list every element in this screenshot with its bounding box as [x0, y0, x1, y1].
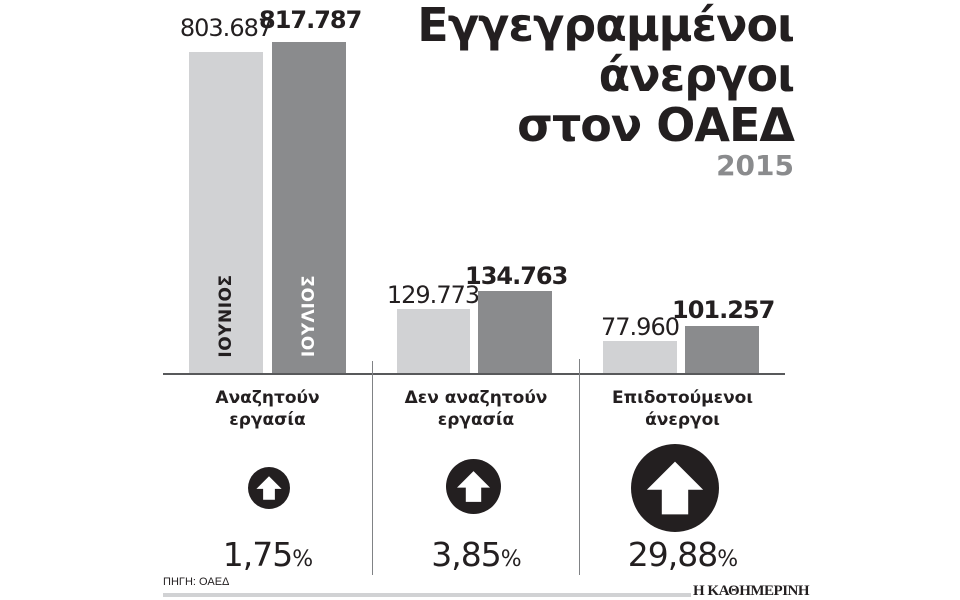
- bar-june-group3: [603, 341, 677, 374]
- chart-year: 2015: [716, 149, 794, 182]
- change-percent-group1: 1,75%: [163, 535, 372, 574]
- source-note: ΠΗΓΗ: ΟΑΕΔ: [163, 576, 230, 588]
- value-label-july-group2: 134.763: [465, 262, 568, 290]
- bar-july-group3: [685, 326, 759, 374]
- bar-july-group2: [478, 291, 552, 374]
- percent-sign: %: [500, 547, 522, 572]
- x-axis-baseline: [163, 373, 785, 375]
- category-label-line1: Δεν αναζητούν: [404, 388, 548, 408]
- up-arrow-icon-medium: [446, 459, 501, 514]
- category-label-line1: Αναζητούν: [215, 388, 320, 408]
- group-divider-2: [579, 359, 580, 575]
- percent-sign: %: [292, 547, 313, 572]
- chart-title-line2: άνεργοι: [598, 48, 795, 102]
- category-label-line2: άνεργοι: [645, 410, 720, 430]
- category-label-group1: Αναζητούν εργασία: [163, 387, 372, 431]
- up-arrow-icon-small: [248, 467, 290, 509]
- chart-title-line3: στον ΟΑΕΔ: [517, 98, 795, 152]
- value-label-june-group3: 77.960: [601, 313, 680, 341]
- category-label-line1: Επιδοτούμενοι: [612, 388, 753, 408]
- footer-rule: [163, 593, 691, 597]
- bar-june-group1: ΙΟΥΝΙΟΣ: [189, 52, 263, 374]
- value-label-july-group1: 817.787: [259, 6, 362, 34]
- category-label-line2: εργασία: [229, 410, 306, 430]
- change-value: 1,75: [222, 535, 293, 574]
- category-label-group2: Δεν αναζητούν εργασία: [373, 387, 579, 431]
- category-label-line2: εργασία: [437, 410, 515, 430]
- up-arrow-icon-large: [631, 444, 719, 532]
- value-label-june-group1: 803.687: [179, 14, 273, 42]
- percent-sign: %: [717, 547, 738, 572]
- value-label-june-group2: 129.773: [386, 281, 480, 309]
- value-label-july-group3: 101.257: [672, 296, 775, 324]
- brand-logo: Η ΚΑΘΗΜΕΡΙΝΗ: [693, 583, 810, 599]
- legend-july-label: ΙΟΥΛΙΟΣ: [299, 274, 319, 358]
- group-divider-1: [372, 361, 373, 575]
- bar-july-group1: ΙΟΥΛΙΟΣ: [272, 42, 346, 374]
- bar-june-group2: [397, 309, 470, 374]
- change-percent-group2: 3,85%: [373, 535, 579, 574]
- change-value: 29,88: [627, 535, 718, 574]
- chart-title-line1: Εγγεγραμμένοι: [417, 0, 795, 52]
- change-percent-group3: 29,88%: [580, 535, 785, 574]
- change-value: 3,85: [431, 535, 501, 574]
- category-label-group3: Επιδοτούμενοι άνεργοι: [580, 387, 785, 431]
- legend-june-label: ΙΟΥΝΙΟΣ: [216, 274, 236, 358]
